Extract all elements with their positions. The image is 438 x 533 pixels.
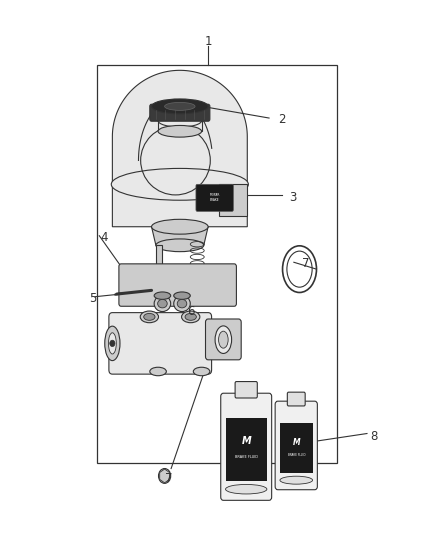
Text: 5: 5 [89, 292, 96, 305]
Text: BRAKE FLUID: BRAKE FLUID [235, 455, 258, 459]
Ellipse shape [154, 296, 171, 312]
Ellipse shape [193, 367, 210, 376]
Ellipse shape [158, 114, 201, 127]
Ellipse shape [226, 484, 267, 494]
FancyBboxPatch shape [287, 392, 305, 406]
FancyBboxPatch shape [109, 313, 212, 374]
Ellipse shape [215, 326, 232, 353]
Text: MOPAR
BRAKE: MOPAR BRAKE [209, 193, 220, 202]
Polygon shape [156, 245, 162, 288]
Text: 8: 8 [370, 430, 377, 443]
Text: 2: 2 [279, 112, 286, 126]
Ellipse shape [174, 292, 190, 300]
Text: BRAKE FLUID: BRAKE FLUID [287, 453, 305, 457]
Text: M: M [293, 438, 300, 447]
FancyBboxPatch shape [280, 423, 313, 473]
FancyBboxPatch shape [119, 264, 237, 306]
Ellipse shape [185, 313, 196, 320]
Text: 7: 7 [165, 472, 173, 485]
Polygon shape [219, 184, 247, 216]
Ellipse shape [280, 476, 313, 484]
FancyBboxPatch shape [226, 418, 267, 481]
Ellipse shape [219, 331, 228, 348]
Polygon shape [158, 120, 201, 131]
FancyBboxPatch shape [205, 319, 241, 360]
Ellipse shape [111, 168, 248, 200]
Text: 3: 3 [290, 191, 297, 204]
Text: 7: 7 [302, 257, 310, 270]
Ellipse shape [158, 300, 167, 308]
FancyBboxPatch shape [196, 184, 233, 212]
Circle shape [110, 340, 115, 346]
Ellipse shape [174, 296, 190, 312]
Text: 1: 1 [205, 35, 212, 47]
FancyBboxPatch shape [221, 393, 272, 500]
Text: M: M [241, 437, 251, 447]
Text: 6: 6 [187, 305, 194, 318]
Polygon shape [152, 227, 208, 245]
FancyBboxPatch shape [275, 401, 318, 490]
Text: 4: 4 [100, 231, 107, 244]
Circle shape [161, 472, 168, 480]
Ellipse shape [105, 326, 120, 361]
Ellipse shape [177, 300, 187, 308]
Ellipse shape [150, 367, 166, 376]
Ellipse shape [144, 313, 155, 320]
FancyBboxPatch shape [235, 382, 257, 398]
Ellipse shape [140, 311, 159, 322]
Circle shape [159, 469, 171, 483]
Ellipse shape [109, 333, 116, 354]
Polygon shape [113, 70, 247, 227]
FancyBboxPatch shape [150, 104, 210, 121]
Ellipse shape [156, 239, 204, 252]
Ellipse shape [182, 311, 200, 322]
Ellipse shape [152, 99, 208, 114]
Ellipse shape [165, 102, 195, 110]
Ellipse shape [152, 219, 208, 234]
Ellipse shape [158, 125, 201, 137]
Ellipse shape [154, 292, 171, 300]
Bar [97, 65, 336, 463]
